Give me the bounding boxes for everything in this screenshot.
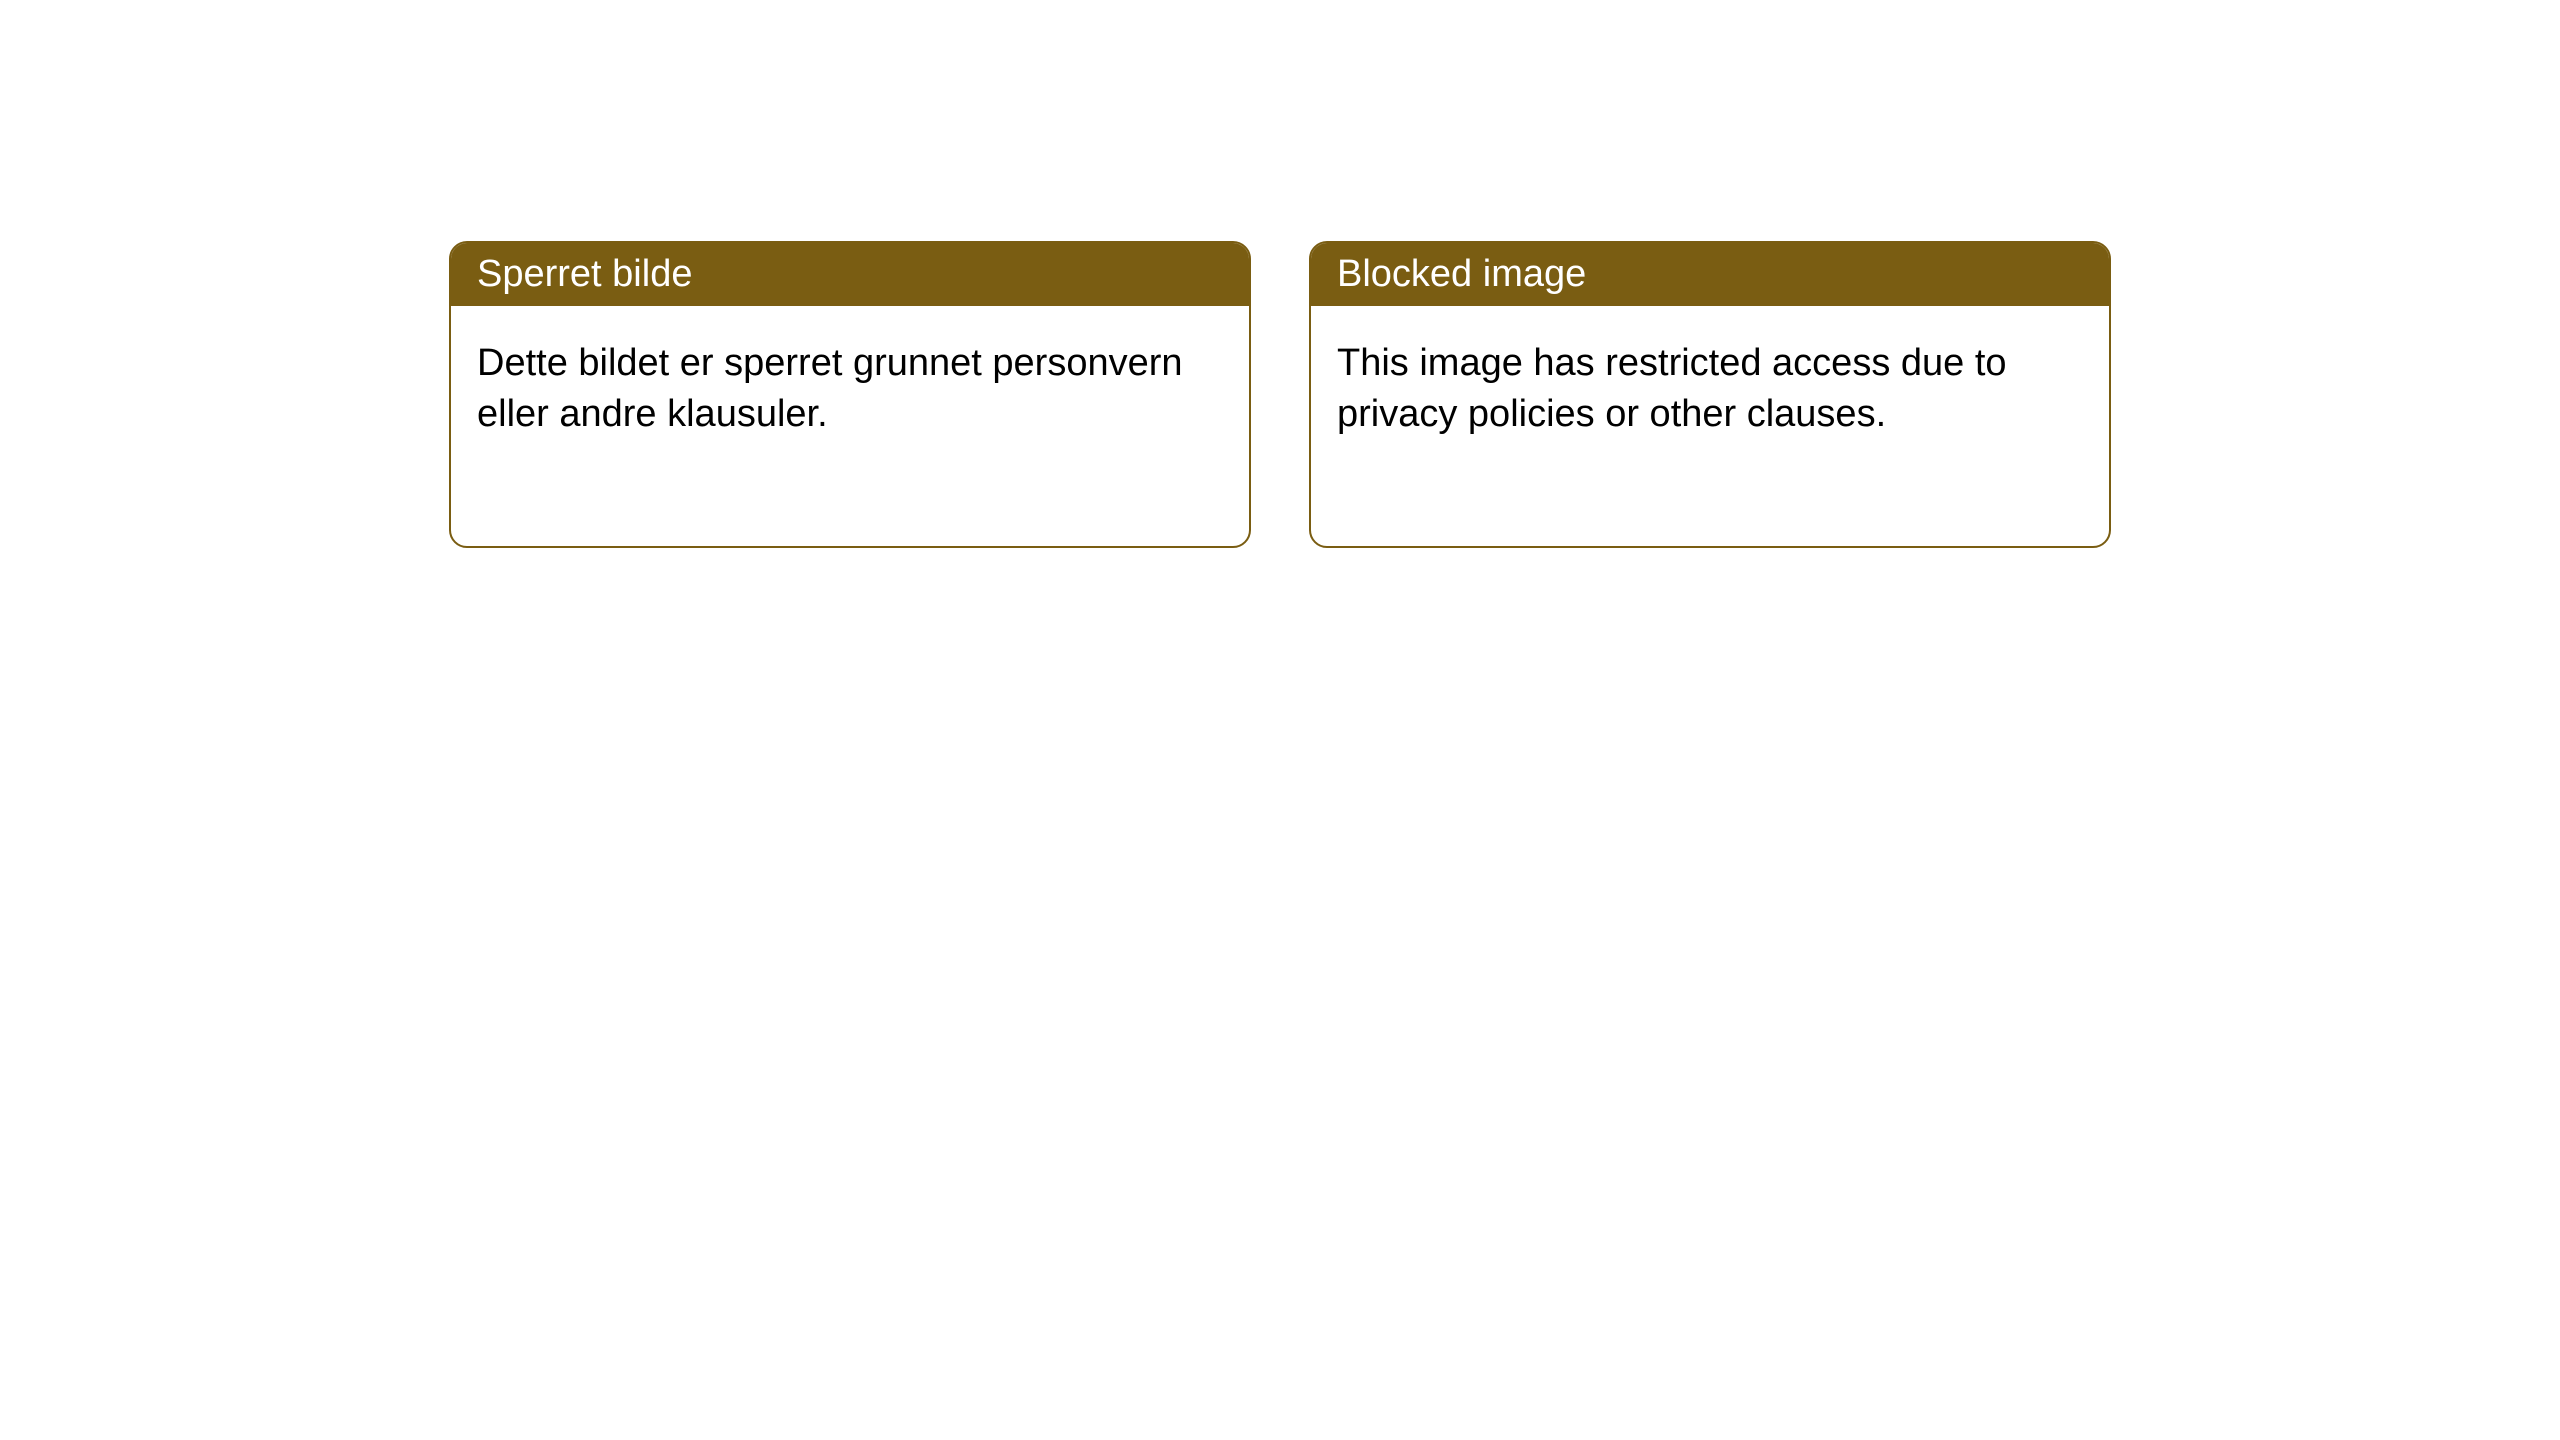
card-body-norwegian: Dette bildet er sperret grunnet personve…: [451, 306, 1249, 546]
notice-card-norwegian: Sperret bilde Dette bildet er sperret gr…: [449, 241, 1251, 548]
notice-card-english: Blocked image This image has restricted …: [1309, 241, 2111, 548]
card-title-norwegian: Sperret bilde: [477, 253, 692, 295]
card-text-norwegian: Dette bildet er sperret grunnet personve…: [477, 342, 1183, 435]
card-text-english: This image has restricted access due to …: [1337, 342, 2007, 435]
card-title-english: Blocked image: [1337, 253, 1586, 295]
card-header-norwegian: Sperret bilde: [451, 243, 1249, 306]
notice-container: Sperret bilde Dette bildet er sperret gr…: [449, 241, 2111, 548]
card-body-english: This image has restricted access due to …: [1311, 306, 2109, 546]
card-header-english: Blocked image: [1311, 243, 2109, 306]
